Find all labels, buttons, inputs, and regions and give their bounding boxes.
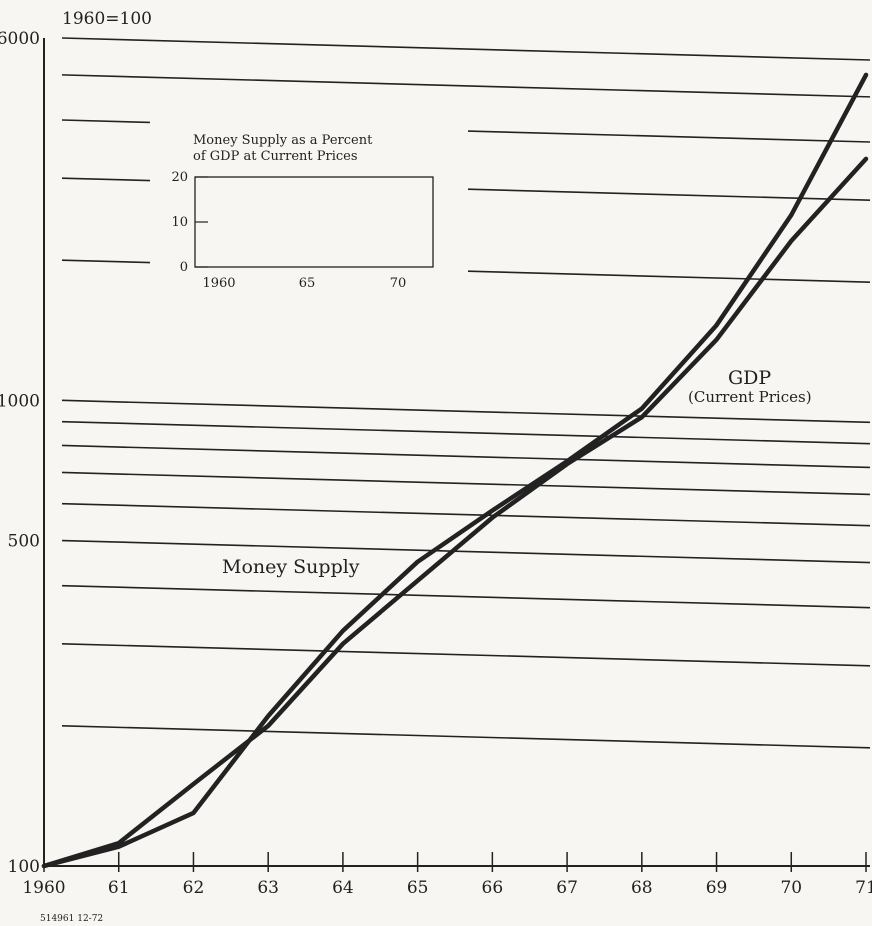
inset-y-tick-label: 10 (171, 215, 188, 230)
series (41, 72, 869, 869)
y-tick-label: 500 (8, 532, 40, 552)
y-tick-label: 1000 (0, 391, 40, 411)
inset-x-tick-label: 70 (390, 276, 407, 291)
inset-background (150, 118, 468, 278)
gridline (61, 539, 871, 564)
inset-y-tick-label: 0 (180, 260, 188, 275)
series-label-money-supply: Money Supply (222, 556, 360, 578)
gridline (61, 420, 871, 445)
x-tick-label: 62 (183, 878, 205, 898)
x-tick-label: 64 (332, 878, 354, 898)
x-ticks: 1960 61 62 63 64 65 66 67 68 69 70 71 (22, 852, 872, 898)
x-tick-label: 68 (631, 878, 653, 898)
gridline (61, 584, 871, 609)
scale-note: 1960=100 (62, 9, 152, 29)
x-tick-label: 70 (780, 878, 802, 898)
x-tick-label: 69 (706, 878, 728, 898)
inset-x-tick-label: 65 (299, 276, 316, 291)
x-tick-label: 71 (855, 878, 872, 898)
series-line-money-supply (41, 72, 869, 869)
inset-title-line1: Money Supply as a Percent (193, 133, 373, 148)
gridline (61, 37, 871, 61)
gridline (61, 643, 871, 667)
x-tick-label: 1960 (22, 878, 65, 898)
gridline (61, 725, 871, 749)
y-tick-label: 6000 (0, 29, 40, 49)
gridline (61, 471, 871, 496)
inset-y-tick-label: 20 (171, 170, 188, 185)
x-tick-label: 63 (257, 878, 279, 898)
y-tick-label: 100 (8, 857, 40, 877)
x-tick-label: 67 (556, 878, 578, 898)
inset-ticks: 20 10 0 1960 65 70 (171, 170, 406, 291)
x-tick-label: 61 (108, 878, 130, 898)
y-ticks: 100 500 1000 6000 (0, 29, 40, 877)
inset-title-line2: of GDP at Current Prices (193, 149, 358, 164)
gridline (61, 399, 871, 424)
inset-chart: Money Supply as a Percent of GDP at Curr… (150, 118, 468, 291)
gridline (61, 444, 871, 469)
series-label-gdp: GDP (728, 367, 771, 389)
x-tick-label: 66 (482, 878, 504, 898)
x-tick-label: 65 (407, 878, 429, 898)
gridline (61, 74, 871, 98)
series-label-gdp-sub: (Current Prices) (688, 388, 812, 406)
inset-x-tick-label: 1960 (202, 276, 235, 291)
series-line-gdp (41, 156, 869, 869)
gridline (61, 502, 871, 527)
footer-note: 514961 12-72 (40, 914, 103, 924)
